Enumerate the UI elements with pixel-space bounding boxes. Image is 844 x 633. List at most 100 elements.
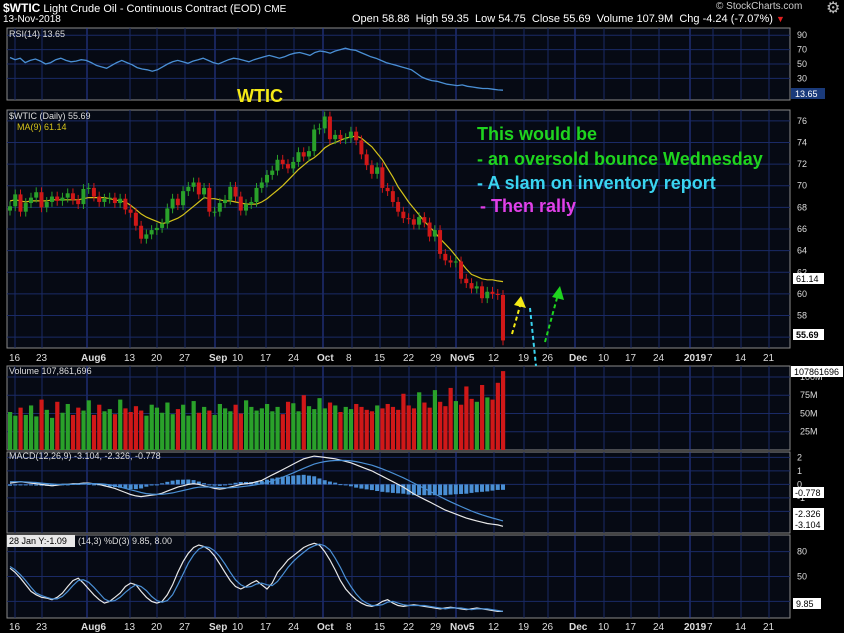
x-tick-label: 16 — [9, 353, 21, 364]
macd-histogram-bar — [333, 482, 338, 485]
x-tick-label: 21 — [763, 353, 775, 364]
candle-body — [18, 194, 23, 212]
open-value: 58.88 — [381, 13, 410, 25]
macd-histogram-bar — [202, 483, 207, 485]
candle-body — [149, 230, 154, 235]
volume-y-ticks: 25M 50M 75M 100M — [800, 372, 823, 437]
candle-body — [238, 196, 243, 211]
volume-bar — [438, 401, 443, 450]
candle-body — [97, 196, 102, 202]
candle-body — [70, 193, 75, 200]
macd-histogram-bar — [459, 484, 464, 494]
candle-body — [396, 201, 401, 212]
volume-bar — [285, 401, 291, 450]
x-tick-label: 17 — [260, 353, 272, 364]
volume-bar — [396, 409, 401, 450]
volume-bar — [118, 399, 123, 450]
close-current-box — [793, 329, 824, 340]
x-tick-label: 10 — [232, 353, 244, 364]
y-tick-label: 90 — [797, 30, 807, 40]
macd-histogram-bar — [411, 484, 416, 496]
volume-bar — [139, 410, 144, 450]
x-tick-label: 24 — [653, 353, 665, 364]
macd-histogram-bar — [191, 480, 196, 485]
volume-bar — [338, 412, 343, 450]
y-tick-label: 76 — [797, 116, 807, 126]
volume-bar — [480, 384, 485, 450]
volume-bar — [280, 414, 285, 450]
macd-histogram-bar — [123, 484, 128, 489]
volume-bar — [459, 404, 464, 450]
volume-bar — [39, 399, 44, 450]
rally-arrow-line — [544, 297, 558, 343]
candle-body — [28, 197, 33, 204]
candle-body — [474, 286, 479, 289]
candle-body — [175, 198, 180, 206]
rally-arrow-head — [552, 286, 564, 300]
volume-bar — [8, 412, 13, 450]
volume-bar — [411, 408, 417, 450]
price-y-ticks: 56 58 60 62 64 66 68 70 72 74 76 — [797, 116, 807, 342]
macd-histogram-bar — [39, 484, 44, 486]
candle-body — [438, 230, 443, 254]
macd-signal-line — [10, 459, 504, 522]
close-label: Close — [531, 13, 561, 25]
triangle-down-icon: ▼ — [775, 14, 785, 24]
x-tick-label: Nov5 — [450, 353, 475, 364]
macd-histogram-bar — [432, 484, 437, 496]
x-tick-label: 29 — [430, 622, 442, 633]
macd-histogram-bar — [91, 484, 96, 486]
ohlc-readout: Open 58.88 High 59.35 Low 54.75 Close 55… — [352, 13, 785, 25]
volume-bar — [81, 410, 86, 450]
volume-bar — [149, 404, 154, 450]
volume-bar — [296, 411, 301, 450]
high-value: 59.35 — [441, 13, 469, 25]
ma9-line — [9, 135, 504, 283]
x-tick-label: 13 — [124, 622, 136, 633]
macd-histogram-bar — [480, 484, 485, 492]
volume-bar — [322, 408, 327, 450]
volume-bar — [317, 398, 322, 450]
macd-histogram-bar — [238, 481, 243, 485]
macd-histogram-bar — [86, 483, 91, 485]
candle-body — [417, 217, 422, 225]
volume-bar — [181, 404, 186, 450]
candle-body — [369, 165, 374, 174]
candle-body — [480, 286, 485, 299]
volume-value: 107.9M — [636, 13, 674, 25]
macd-histogram-bar — [275, 477, 280, 485]
macd-hist-box — [793, 487, 824, 498]
macd-histogram-bar — [448, 484, 453, 495]
volume-current-label: 107861696 — [794, 367, 839, 377]
macd-histogram-bar — [170, 480, 175, 485]
x-tick-label: 14 — [735, 353, 747, 364]
volume-bar — [490, 399, 495, 450]
macd-histogram-bar — [233, 482, 238, 485]
gear-icon[interactable]: ⚙ — [826, 0, 841, 17]
candle-body — [223, 199, 228, 204]
volume-bar — [133, 406, 139, 450]
volume-bar — [448, 387, 453, 450]
y-tick-label: 50 — [797, 572, 807, 582]
candles — [8, 111, 505, 346]
candle-body — [76, 199, 81, 205]
macd-histogram-bar — [406, 484, 411, 495]
volume-bar — [453, 401, 458, 450]
symbol-label: $WTIC — [3, 1, 41, 15]
y-tick-label: 66 — [797, 224, 807, 234]
volume-bar — [375, 405, 380, 450]
stoch-k-line — [9, 542, 503, 613]
volume-bar — [49, 417, 55, 450]
candle-body — [244, 204, 249, 211]
candle-body — [459, 261, 464, 279]
stockcharts-watermark: © StockCharts.com — [716, 1, 803, 12]
macd-signal-label: -2.326 — [795, 509, 821, 519]
macd-histogram-bar — [390, 484, 395, 493]
macd-histogram-bar — [70, 483, 75, 485]
macd-histogram-bar — [296, 475, 301, 485]
volume-bar — [469, 398, 474, 450]
x-tick-label: 17 — [625, 622, 637, 633]
candle-body — [118, 198, 123, 204]
volume-bar — [354, 403, 359, 450]
